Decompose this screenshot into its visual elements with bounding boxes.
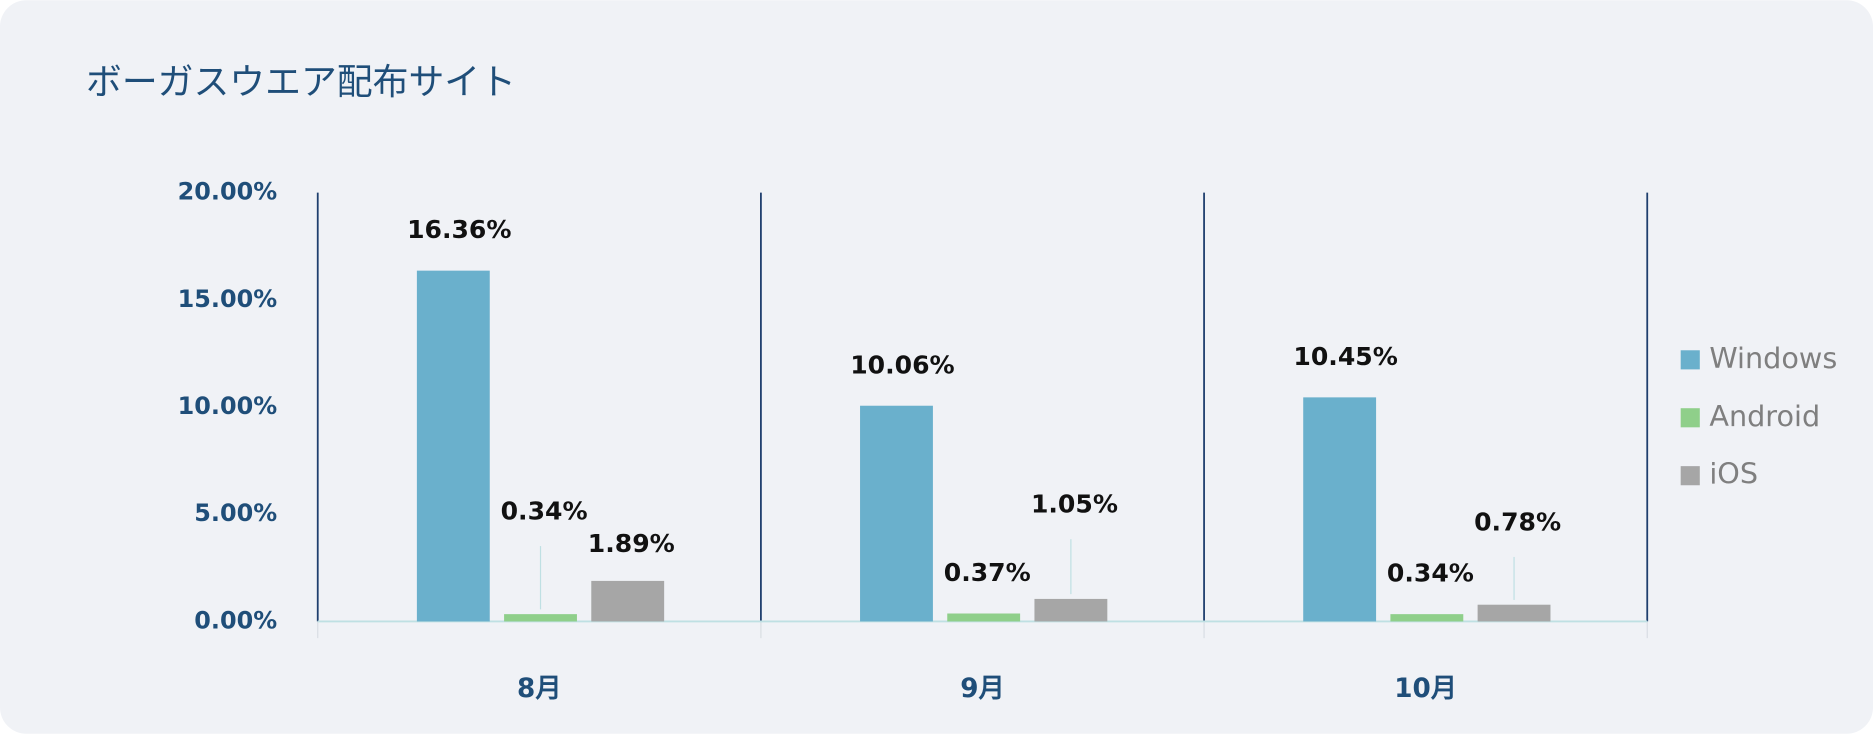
legend-swatch [1680,408,1700,428]
bar [416,270,490,622]
bar [591,580,665,622]
bar [1477,604,1551,622]
bar [947,613,1021,622]
legend-label: Windows [1709,341,1837,375]
bar [1390,614,1464,622]
bar [860,405,933,622]
value-label: 1.05% [1031,490,1118,519]
value-label: 0.37% [944,558,1031,587]
value-label: 10.06% [850,350,954,379]
y-tick-label: 5.00% [194,499,277,527]
bar [504,614,577,622]
y-tick-label: 10.00% [178,392,278,420]
value-label: 0.34% [1387,559,1474,588]
x-tick-label: 10月 [1394,674,1457,704]
chart-title: ボーガスウエア配布サイト [86,62,516,103]
value-label: 0.34% [501,497,588,526]
legend-swatch [1680,466,1700,486]
legend-swatch [1680,350,1700,370]
x-tick-label: 9月 [960,674,1005,704]
y-tick-label: 15.00% [178,285,278,313]
value-label: 0.78% [1474,507,1561,536]
legend-label: iOS [1709,457,1758,491]
x-tick-label: 8月 [517,674,562,704]
bar [1034,598,1108,622]
bar [1303,397,1377,622]
value-label: 1.89% [588,529,675,558]
y-tick-label: 20.00% [178,178,278,206]
y-tick-label: 0.00% [194,606,277,634]
value-label: 10.45% [1293,342,1397,371]
value-label: 16.36% [407,215,511,244]
legend-label: Android [1709,399,1820,433]
